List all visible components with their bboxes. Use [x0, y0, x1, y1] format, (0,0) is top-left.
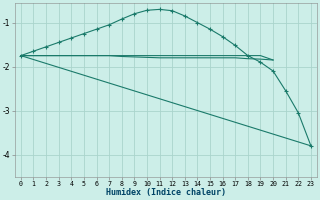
X-axis label: Humidex (Indice chaleur): Humidex (Indice chaleur): [106, 188, 226, 197]
